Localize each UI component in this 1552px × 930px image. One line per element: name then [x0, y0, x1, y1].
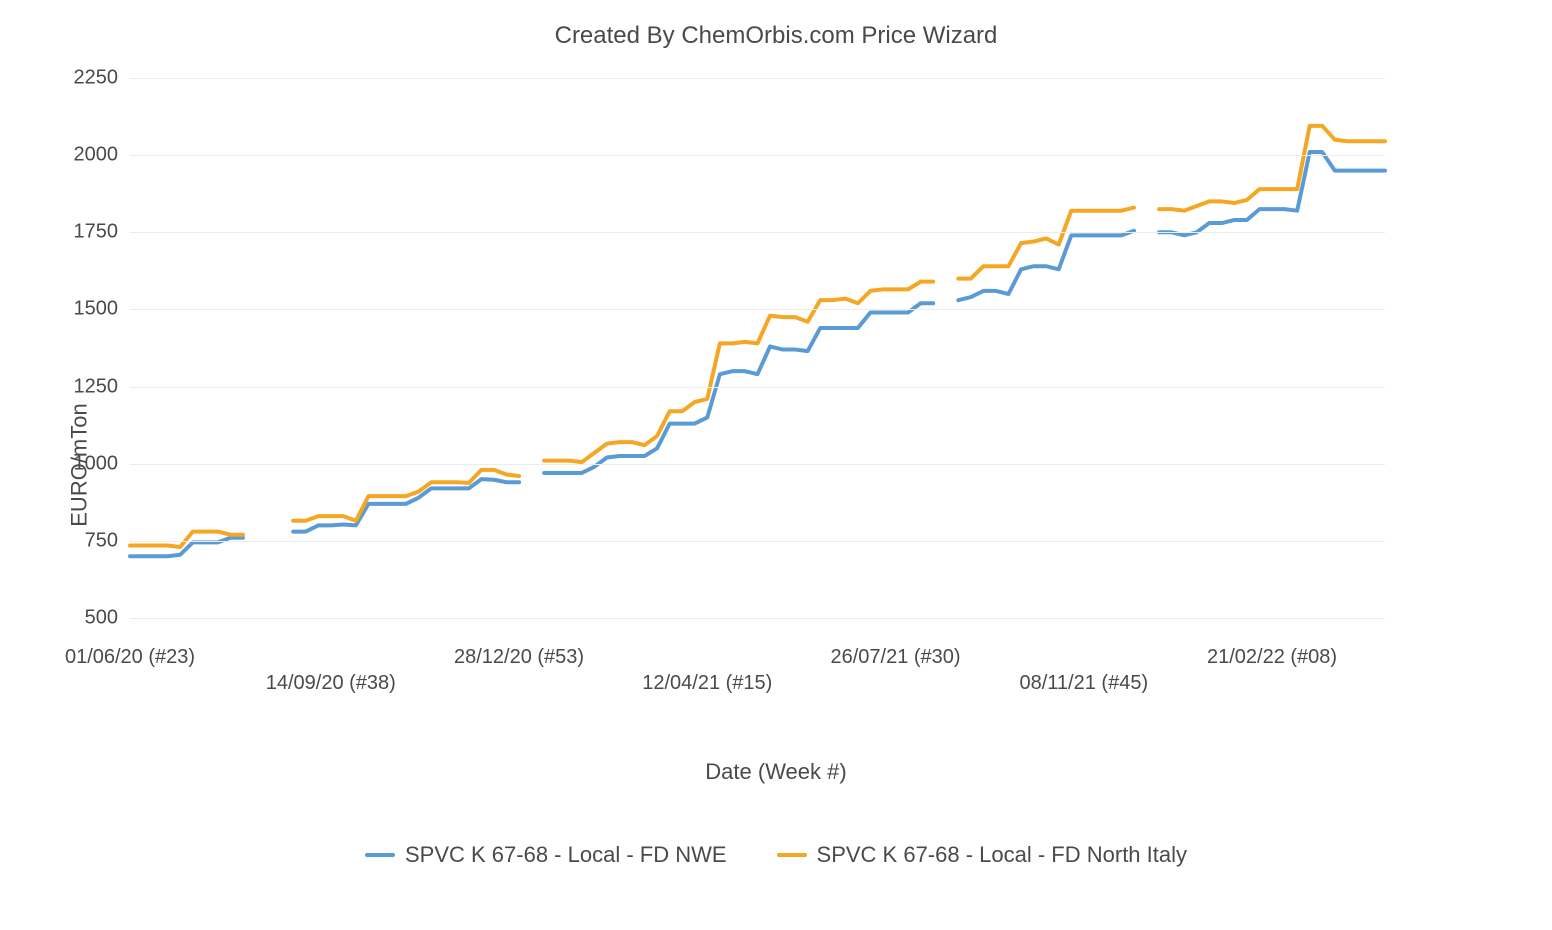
y-tick-label: 1250	[74, 375, 119, 398]
gridline	[130, 387, 1385, 388]
chart-svg	[130, 78, 1385, 618]
x-axis-label: Date (Week #)	[0, 759, 1552, 785]
gridline	[130, 618, 1385, 619]
gridline	[130, 232, 1385, 233]
plot-area: 500750100012501500175020002250	[130, 78, 1385, 618]
gridline	[130, 541, 1385, 542]
gridline	[130, 309, 1385, 310]
x-tick-label: 21/02/22 (#08)	[1207, 646, 1337, 669]
y-tick-label: 750	[85, 529, 118, 552]
x-tick-label: 26/07/21 (#30)	[830, 646, 960, 669]
series-line	[293, 479, 519, 531]
gridline	[130, 78, 1385, 79]
legend-swatch	[365, 853, 395, 857]
x-tick-label: 28/12/20 (#53)	[454, 646, 584, 669]
gridline	[130, 155, 1385, 156]
legend-item[interactable]: SPVC K 67-68 - Local - FD NWE	[365, 842, 727, 868]
chart-container: Created By ChemOrbis.com Price Wizard EU…	[0, 0, 1552, 930]
y-tick-label: 500	[85, 607, 118, 630]
series-line	[1159, 152, 1385, 235]
legend-item[interactable]: SPVC K 67-68 - Local - FD North Italy	[777, 842, 1187, 868]
legend-label: SPVC K 67-68 - Local - FD NWE	[405, 842, 727, 868]
legend-label: SPVC K 67-68 - Local - FD North Italy	[817, 842, 1187, 868]
x-tick-label: 12/04/21 (#15)	[642, 672, 772, 695]
y-tick-label: 1500	[74, 298, 119, 321]
chart-title: Created By ChemOrbis.com Price Wizard	[0, 22, 1552, 50]
legend: SPVC K 67-68 - Local - FD NWE SPVC K 67-6…	[0, 842, 1552, 868]
y-tick-label: 1000	[74, 452, 119, 475]
x-tick-label: 14/09/20 (#38)	[266, 672, 396, 695]
x-axis-ticks: 01/06/20 (#23)14/09/20 (#38)28/12/20 (#5…	[130, 632, 1385, 712]
x-tick-label: 01/06/20 (#23)	[65, 646, 195, 669]
series-line	[1159, 126, 1385, 211]
y-tick-label: 2250	[74, 67, 119, 90]
y-tick-label: 2000	[74, 144, 119, 167]
gridline	[130, 464, 1385, 465]
legend-swatch	[777, 853, 807, 857]
x-tick-label: 08/11/21 (#45)	[1019, 672, 1148, 695]
y-tick-label: 1750	[74, 221, 119, 244]
